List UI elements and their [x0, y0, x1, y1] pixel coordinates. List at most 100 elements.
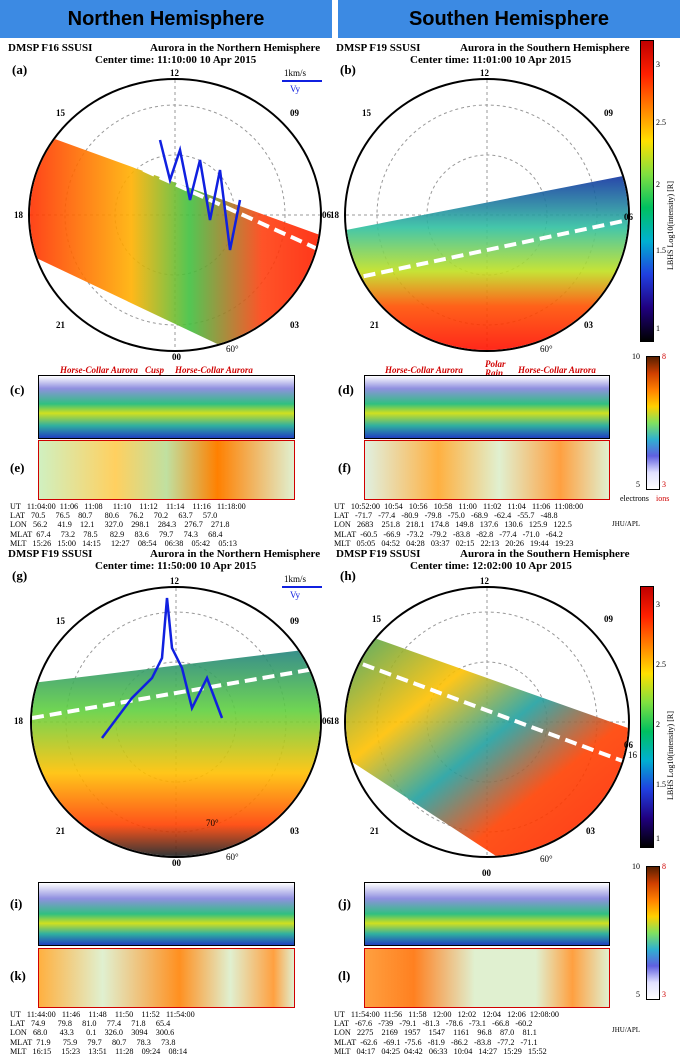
- clock-15-h: 15: [372, 614, 381, 624]
- label-cusp-c: Cusp: [145, 365, 165, 375]
- clock-03-b: 03: [584, 320, 593, 330]
- lat-60-b: 60°: [540, 344, 553, 354]
- spectrogram-ions-e: [38, 440, 295, 500]
- clock-12-b: 12: [480, 68, 489, 78]
- colorbar-lbhs: [640, 40, 654, 342]
- vy-scale-speed-g: 1km/s: [284, 574, 307, 584]
- spectrogram-electrons-d: [364, 375, 610, 439]
- cbar-mid-right-5: 3: [662, 480, 666, 489]
- vy-scale-bar-g: [282, 586, 322, 588]
- cbar-bot2-right-5: 3: [662, 990, 666, 999]
- panel-b-instrument: DMSP F19 SSUSI: [336, 42, 421, 54]
- clock-18-b: 18: [330, 210, 339, 220]
- spectrogram-electrons-j: [364, 882, 610, 946]
- spec-letter-k: (k): [10, 968, 26, 983]
- clock-21-g: 21: [56, 826, 65, 836]
- table-j: UT 11:54:00 11:56 11:58 12:00 12:02 12:0…: [334, 1010, 560, 1056]
- spec-letter-f: (f): [338, 460, 351, 475]
- clock-15-b: 15: [362, 108, 371, 118]
- panel-a-title: Aurora in the Northern Hemisphere: [150, 42, 321, 54]
- panel-h-letter: (h): [340, 568, 356, 583]
- cbar-mid-right-0: 8: [662, 352, 666, 361]
- label-hca-c2: Horse-Collar Aurora: [175, 365, 253, 375]
- panel-g-instrument: DMSP F19 SSUSI: [8, 548, 93, 560]
- polar-map-b: [344, 78, 630, 352]
- panel-a-center-time: Center time: 11:10:00 10 Apr 2015: [95, 54, 257, 66]
- clock-15-g: 15: [56, 616, 65, 626]
- panel-b-center-time: Center time: 11:01:00 10 Apr 2015: [410, 54, 572, 66]
- clock-00-h: 00: [482, 868, 491, 878]
- table-d: UT 10:52:00 10:54 10:56 10:58 11:00 11:0…: [334, 502, 584, 548]
- clock-09-g: 09: [290, 616, 299, 626]
- table-c: UT 11:04:00 11:06 11:08 11:10 11:12 11:1…: [10, 502, 246, 548]
- clock-12-a: 12: [170, 68, 179, 78]
- colorbar-lbhs-bottom: [640, 586, 654, 848]
- cbar-bot-label: LBHS Log10(intensity) [R]: [666, 711, 675, 800]
- spec-letter-l: (l): [338, 968, 351, 983]
- cbar-bot-tick-0: 3: [656, 600, 660, 609]
- spectrogram-ions-l: [364, 948, 610, 1008]
- spectrogram-ions-f: [364, 440, 610, 500]
- clock-06-h: 06: [624, 740, 633, 750]
- panel-g-center-time: Center time: 11:50:00 10 Apr 2015: [95, 560, 257, 572]
- table-i: UT 11:44:00 11:46 11:48 11:50 11:52 11:5…: [10, 1010, 195, 1056]
- cbar-mid-left-0: 10: [632, 352, 640, 361]
- cbar-top-tick-3: 1.5: [656, 246, 666, 255]
- clock-06-g: 06: [322, 716, 331, 726]
- spectrogram-electrons-c: [38, 375, 295, 439]
- spec-letter-e: (e): [10, 460, 25, 475]
- vy-scale-label-g: Vy: [290, 590, 301, 600]
- clock-21-b: 21: [370, 320, 379, 330]
- clock-09-a: 09: [290, 108, 299, 118]
- cbar-bot-tick-3: 1.5: [656, 780, 666, 789]
- cbar-bot-tick-2: 2: [656, 720, 660, 729]
- vy-scale-speed-a: 1km/s: [284, 68, 307, 78]
- spec-letter-j: (j): [338, 896, 351, 911]
- cbar-top-tick-0: 3: [656, 60, 660, 69]
- panel-b-title: Aurora in the Southern Hemisphere: [460, 42, 630, 54]
- cbar-mid-left-5: 5: [636, 480, 640, 489]
- lat-60-g: 60°: [226, 852, 239, 862]
- cbar-top-label: LBHS Log10(intensity) [R]: [666, 181, 675, 270]
- label-hca-d2: Horse-Collar Aurora: [518, 365, 596, 375]
- clock-00-g: 00: [172, 858, 181, 868]
- panel-b-letter: (b): [340, 62, 356, 77]
- polar-map-a: [28, 78, 322, 352]
- clock-18-g: 18: [14, 716, 23, 726]
- colorbar-flux-bottom: [646, 866, 660, 1000]
- cbar-bot2-left-5: 5: [636, 990, 640, 999]
- spectrogram-electrons-i: [38, 882, 295, 946]
- clock-09-h: 09: [604, 614, 613, 624]
- clock-06-a: 06: [322, 210, 331, 220]
- panel-h-instrument: DMSP F19 SSUSI: [336, 548, 421, 560]
- cbar-bot2-left-0: 10: [632, 862, 640, 871]
- spec-letter-i: (i): [10, 896, 23, 911]
- clock-03-g: 03: [290, 826, 299, 836]
- cbar-top-tick-1: 2.5: [656, 118, 666, 127]
- header-southern-hemisphere: Southen Hemisphere: [338, 0, 680, 38]
- header-northern-hemisphere: Northen Hemisphere: [0, 0, 332, 38]
- clock-21-a: 21: [56, 320, 65, 330]
- colorbar-flux-top: [646, 356, 660, 490]
- spec-letter-c: (c): [10, 382, 25, 397]
- label-16: 16: [628, 750, 637, 760]
- panel-h-center-time: Center time: 12:02:00 10 Apr 2015: [410, 560, 572, 572]
- clock-12-g: 12: [170, 576, 179, 586]
- clock-00-a: 00: [172, 352, 181, 362]
- polar-map-g: [30, 586, 322, 858]
- clock-06-b: 06: [624, 212, 633, 222]
- panel-h-title: Aurora in the Southern Hemisphere: [460, 548, 630, 560]
- cbar-bot-tick-4: 1: [656, 834, 660, 843]
- lat-70-g: 70°: [206, 818, 219, 828]
- vy-scale-bar-a: [282, 80, 322, 82]
- clock-03-a: 03: [290, 320, 299, 330]
- jhu-credit-bottom: JHU/APL: [612, 1026, 641, 1034]
- label-hca-c1: Horse-Collar Aurora: [60, 365, 138, 375]
- clock-18-h: 18: [330, 716, 339, 726]
- cbar-mid-ions: ions: [656, 494, 670, 503]
- cbar-bot2-right-0: 8: [662, 862, 666, 871]
- clock-18-a: 18: [14, 210, 23, 220]
- panel-a-letter: (a): [12, 62, 28, 77]
- lat-60-h: 60°: [540, 854, 553, 864]
- clock-15-a: 15: [56, 108, 65, 118]
